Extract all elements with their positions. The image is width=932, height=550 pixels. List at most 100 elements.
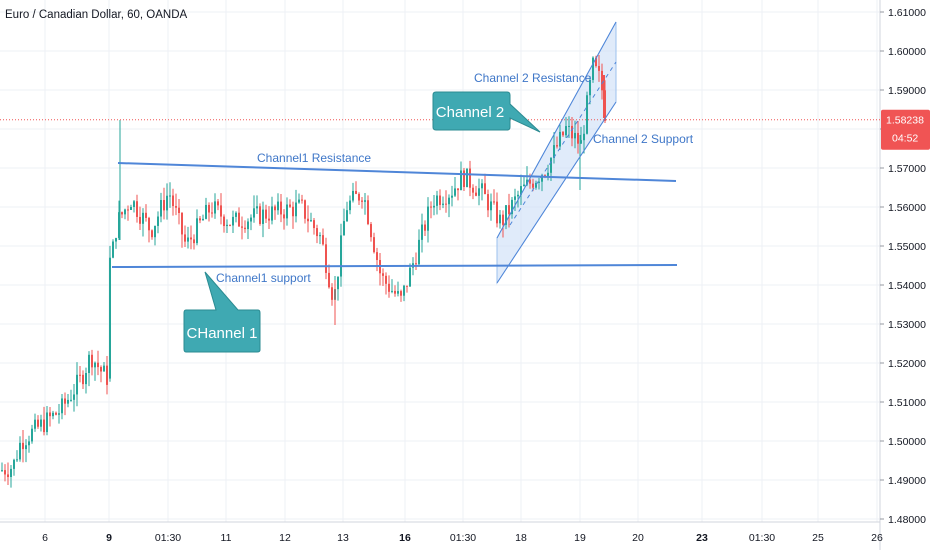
candle [28,441,30,446]
candle [298,199,300,203]
candle [97,362,99,368]
candle [487,194,489,211]
candle [550,158,552,173]
candle [43,419,45,433]
candle [187,237,189,242]
candle [358,193,360,201]
candle [331,287,333,300]
candle [223,216,225,227]
callout-channel1[interactable] [183,271,261,353]
candle [562,131,564,136]
candle [559,131,561,147]
candle [493,201,495,203]
candle [421,224,423,240]
y-tick-label: 1.48000 [888,514,926,526]
y-tick-label: 1.56000 [888,202,926,214]
candle [193,239,195,244]
candle [76,374,78,395]
candle [37,419,39,427]
candle [403,285,405,296]
candle [94,362,96,368]
candle [55,412,57,415]
y-tick-label: 1.52000 [888,358,926,370]
candle [268,218,270,221]
candle [466,168,468,188]
channel2-region[interactable] [496,21,617,285]
x-tick-label: 19 [574,532,586,544]
candle [397,291,399,294]
candle [19,442,21,460]
candle [181,213,183,235]
x-axis-ticks: 6 9 01:30 11 12 13 16 01:30 18 19 20 23 01:30 25 26 [42,532,883,544]
candle [34,419,36,429]
candle [70,399,72,401]
candle [109,257,111,379]
candle [133,201,135,207]
candle [457,188,459,191]
candle [439,195,441,205]
candle [364,200,366,202]
candle [166,195,168,211]
candle [538,181,540,183]
candle [541,175,543,182]
candle [286,204,288,219]
candle [169,195,171,197]
candle [499,214,501,224]
x-tick-label: 01:30 [450,532,476,544]
candle [526,179,528,185]
candle [343,221,345,236]
candle [481,183,483,189]
candle [376,252,378,261]
current-price-badge[interactable] [881,109,930,150]
candle [460,170,462,191]
candle [424,224,426,231]
candle [427,206,429,231]
channel1-resistance-line[interactable] [117,162,677,182]
candle [154,225,156,238]
candle [175,206,177,208]
chart-title: Euro / Canadian Dollar, 60, OANDA [5,9,188,21]
candle [595,57,597,67]
candle [304,200,306,219]
candle [523,184,525,187]
candle [340,235,342,277]
channel2-resistance-line[interactable] [496,21,617,239]
channel1-support-line[interactable] [111,264,678,268]
candle [52,412,54,417]
candle [91,354,93,368]
candle [274,206,276,211]
candle [130,206,132,210]
candle [142,212,144,224]
candle [238,212,240,227]
candle [433,205,435,208]
candle [400,291,402,296]
candle [40,419,42,427]
grid-lines [0,0,880,522]
candle [82,374,84,385]
candle [388,283,390,292]
candle [22,442,24,450]
candle [220,205,222,217]
candle [115,238,117,242]
candle [436,195,438,206]
x-tick-label: 18 [515,532,527,544]
candle [307,218,309,222]
candle [64,398,66,404]
channel2-support-line[interactable] [496,101,617,284]
candle [529,179,531,184]
callout-channel2[interactable] [432,91,541,133]
y-tick-label: 1.54000 [888,280,926,292]
candle [484,183,486,195]
channel2-resistance-label: Channel 2 Resistance [474,71,592,85]
candle [121,212,123,215]
candle [469,168,471,188]
candle [145,212,147,218]
price-axis[interactable] [880,0,932,550]
candle [571,125,573,139]
candle [235,212,237,217]
y-tick-label: 1.59000 [888,85,926,97]
candle [178,207,180,214]
candle [535,182,537,188]
candle [106,365,108,385]
